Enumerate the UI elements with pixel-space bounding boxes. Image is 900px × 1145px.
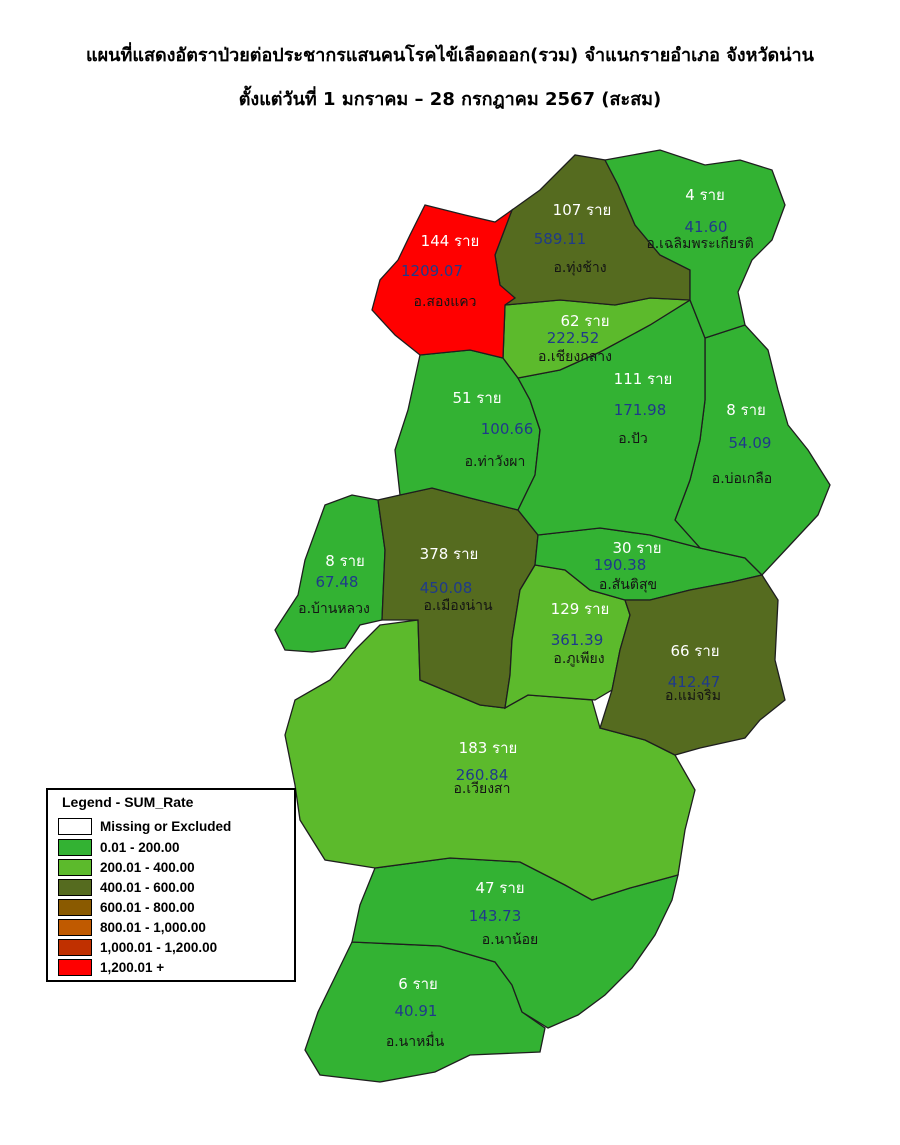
legend-item-600-800: 600.01 - 800.00	[58, 897, 195, 917]
rate-santi-suk: 190.38	[594, 556, 647, 574]
label-song-khwae: 144 ราย 1209.07 อ.สองแคว	[401, 232, 479, 310]
name-tha-wang-pha: อ.ท่าวังผา	[465, 454, 526, 470]
map-legend: Legend - SUM_Rate Missing or Excluded 0.…	[46, 788, 296, 982]
rate-mueang-nan: 450.08	[420, 579, 473, 597]
legend-item-0-200: 0.01 - 200.00	[58, 837, 180, 857]
rate-chiang-klang: 222.52	[547, 329, 600, 347]
district-song-khwae[interactable]	[371, 204, 517, 359]
legend-label: 800.01 - 1,000.00	[100, 919, 206, 935]
rate-na-muen: 40.91	[395, 1002, 438, 1020]
cases-phu-phiang: 129 ราย	[551, 600, 610, 618]
name-na-muen: อ.นาหมื่น	[386, 1032, 445, 1050]
label-bo-kluea: 8 ราย 54.09 อ.บ่อเกลือ	[712, 401, 772, 487]
cases-na-muen: 6 ราย	[398, 975, 438, 993]
rate-thung-chang: 589.11	[534, 230, 587, 248]
cases-santi-suk: 30 ราย	[612, 539, 661, 557]
rate-wiang-sa: 260.84	[456, 766, 509, 784]
name-phu-phiang: อ.ภูเพียง	[553, 651, 604, 667]
name-pua: อ.ปัว	[618, 431, 648, 447]
name-mae-charim: อ.แม่จริม	[665, 688, 721, 704]
cases-na-noi: 47 ราย	[475, 879, 524, 897]
label-wiang-sa: 183 ราย 260.84 อ.เวียงสา	[454, 739, 518, 797]
legend-item-missing: Missing or Excluded	[58, 816, 231, 836]
rate-tha-wang-pha: 100.66	[481, 420, 534, 438]
label-tha-wang-pha: 51 ราย 100.66 อ.ท่าวังผา	[452, 389, 533, 470]
name-chaloem-phra-kiat: อ.เฉลิมพระเกียรติ	[646, 236, 753, 252]
legend-swatch	[58, 858, 92, 876]
legend-label: 200.01 - 400.00	[100, 859, 195, 875]
rate-chaloem-phra-kiat: 41.60	[685, 218, 728, 236]
legend-swatch	[58, 938, 92, 956]
label-na-muen: 6 ราย 40.91 อ.นาหมื่น	[386, 975, 445, 1050]
legend-label: 1,000.01 - 1,200.00	[100, 939, 218, 955]
legend-label: 1,200.01 +	[100, 959, 165, 975]
name-santi-suk: อ.สันติสุข	[599, 577, 657, 593]
legend-swatch	[58, 918, 92, 936]
label-mae-charim: 66 ราย 412.47 อ.แม่จริม	[665, 642, 721, 704]
cases-chiang-klang: 62 ราย	[560, 312, 609, 330]
legend-label: 600.01 - 800.00	[100, 899, 195, 915]
rate-ban-luang: 67.48	[316, 573, 359, 591]
district-mae-charim[interactable]	[599, 574, 786, 756]
legend-label: 400.01 - 600.00	[100, 879, 195, 895]
legend-item-200-400: 200.01 - 400.00	[58, 857, 195, 877]
cases-bo-kluea: 8 ราย	[726, 401, 766, 419]
rate-song-khwae: 1209.07	[401, 262, 463, 280]
legend-item-1200-plus: 1,200.01 +	[58, 957, 164, 977]
rate-pua: 171.98	[614, 401, 667, 419]
rate-phu-phiang: 361.39	[551, 631, 604, 649]
legend-swatch	[58, 817, 92, 835]
cases-tha-wang-pha: 51 ราย	[452, 389, 501, 407]
rate-na-noi: 143.73	[469, 907, 522, 925]
name-wiang-sa: อ.เวียงสา	[454, 781, 511, 797]
cases-mueang-nan: 378 ราย	[420, 545, 479, 563]
name-mueang-nan: อ.เมืองน่าน	[423, 598, 493, 614]
legend-title: Legend - SUM_Rate	[62, 794, 194, 810]
label-santi-suk: 30 ราย 190.38 อ.สันติสุข	[594, 539, 662, 593]
legend-item-800-1000: 800.01 - 1,000.00	[58, 917, 206, 937]
label-ban-luang: 8 ราย 67.48 อ.บ้านหลวง	[298, 552, 370, 617]
name-bo-kluea: อ.บ่อเกลือ	[712, 471, 772, 487]
map-title: แผนที่แสดงอัตราป่วยต่อประชากรแสนคนโรคไข้…	[86, 45, 814, 66]
legend-item-1000-1200: 1,000.01 - 1,200.00	[58, 937, 217, 957]
label-mueang-nan: 378 ราย 450.08 อ.เมืองน่าน	[420, 545, 493, 614]
legend-swatch	[58, 878, 92, 896]
label-na-noi: 47 ราย 143.73 อ.นาน้อย	[469, 879, 538, 948]
label-chaloem-phra-kiat: 4 ราย 41.60 อ.เฉลิมพระเกียรติ	[646, 186, 753, 252]
legend-label: Missing or Excluded	[100, 818, 232, 834]
name-ban-luang: อ.บ้านหลวง	[298, 601, 370, 617]
legend-swatch	[58, 898, 92, 916]
cases-wiang-sa: 183 ราย	[459, 739, 518, 757]
name-thung-chang: อ.ทุ่งช้าง	[553, 260, 606, 276]
cases-song-khwae: 144 ราย	[421, 232, 480, 250]
label-pua: 111 ราย 171.98 อ.ปัว	[614, 370, 673, 447]
district-chaloem-phra-kiat[interactable]	[604, 149, 786, 339]
legend-label: 0.01 - 200.00	[100, 839, 180, 855]
cases-mae-charim: 66 ราย	[670, 642, 719, 660]
label-phu-phiang: 129 ราย 361.39 อ.ภูเพียง	[551, 600, 610, 667]
legend-item-400-600: 400.01 - 600.00	[58, 877, 195, 897]
legend-swatch	[58, 838, 92, 856]
map-subtitle: ตั้งแต่วันที่ 1 มกราคม – 28 กรกฎาคม 2567…	[238, 89, 662, 110]
label-chiang-klang: 62 ราย 222.52 อ.เชียงกลาง	[538, 312, 612, 365]
cases-ban-luang: 8 ราย	[325, 552, 365, 570]
name-song-khwae: อ.สองแคว	[414, 294, 477, 310]
cases-chaloem-phra-kiat: 4 ราย	[685, 186, 725, 204]
rate-bo-kluea: 54.09	[729, 434, 772, 452]
rate-mae-charim: 412.47	[668, 673, 721, 691]
name-chiang-klang: อ.เชียงกลาง	[538, 349, 612, 365]
cases-thung-chang: 107 ราย	[553, 201, 612, 219]
legend-swatch	[58, 958, 92, 976]
cases-pua: 111 ราย	[614, 370, 673, 388]
name-na-noi: อ.นาน้อย	[482, 932, 538, 948]
label-thung-chang: 107 ราย 589.11 อ.ทุ่งช้าง	[534, 201, 612, 276]
